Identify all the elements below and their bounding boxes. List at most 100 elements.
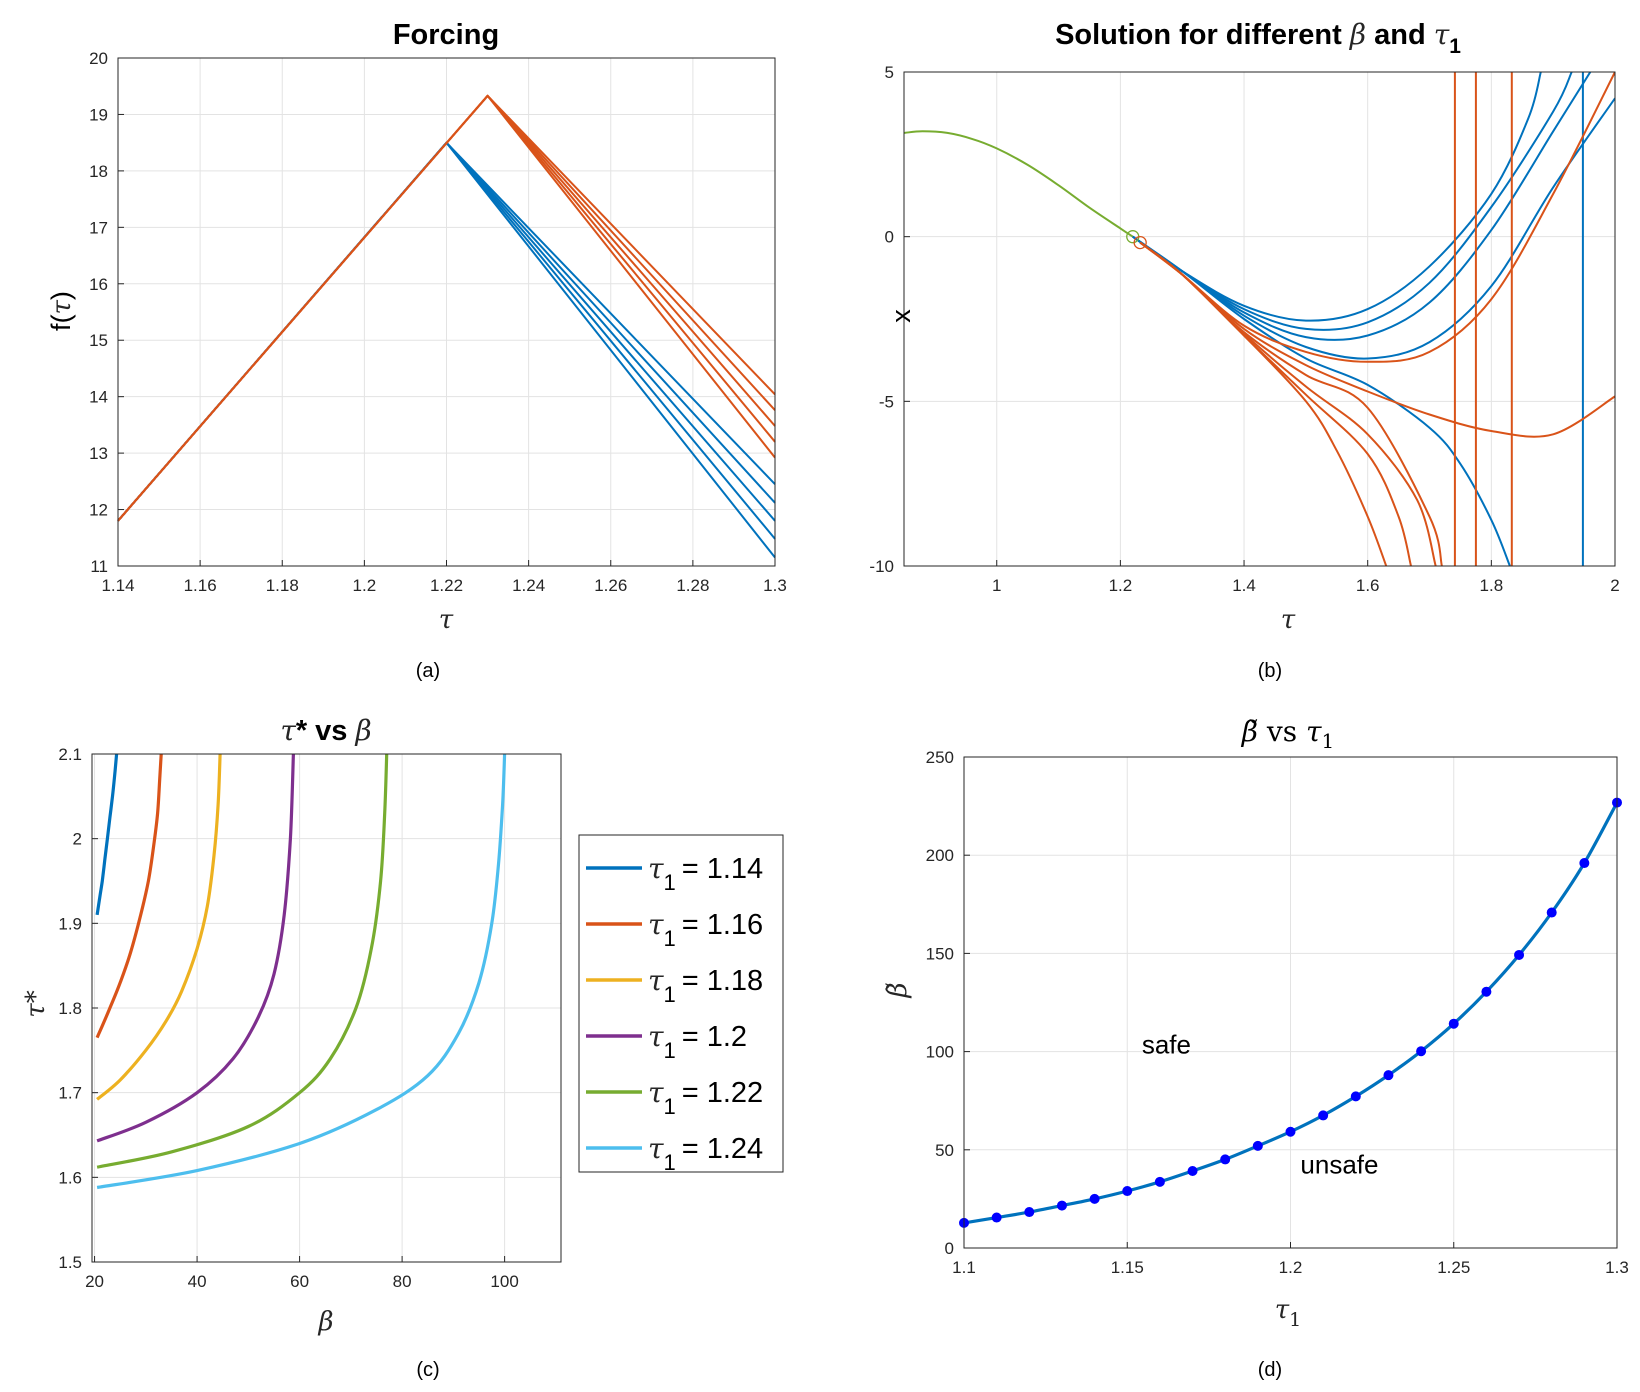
c-series-line — [96, 754, 295, 1143]
c-legend-sub: 1 — [664, 982, 676, 1007]
a-ylabel-tau: τ — [47, 299, 77, 314]
d-data-point — [1579, 858, 1590, 869]
d-data-point — [1481, 986, 1492, 997]
c-legend-tau: τ — [648, 1132, 664, 1165]
b-title-beta: β — [1349, 18, 1366, 51]
c-series-line — [96, 754, 507, 1190]
c-ytick-label: 1.8 — [58, 999, 82, 1018]
d-ytick-label: 150 — [926, 944, 954, 963]
b-ylabel: x — [886, 309, 916, 323]
b-series-line — [1139, 72, 1615, 363]
b-series-line — [1139, 241, 1615, 438]
c-series-line — [96, 754, 222, 1101]
a-ytick-label: 18 — [89, 162, 108, 181]
d-data-point — [1056, 1200, 1067, 1211]
a-series-line — [117, 94, 776, 522]
a-xlabel: τ — [439, 605, 454, 635]
b-xtick-label: 1.6 — [1356, 576, 1380, 595]
c-ytick-label: 1.6 — [58, 1168, 82, 1187]
c-legend-sub: 1 — [664, 1038, 676, 1063]
c-legend-label: τ1 = 1.2 — [648, 1020, 747, 1063]
c-ytick-label: 1.9 — [58, 914, 82, 933]
c-series-line — [96, 754, 389, 1169]
d-xlabel: τ1 — [1275, 1295, 1301, 1331]
d-ytick-label: 100 — [926, 1043, 954, 1062]
c-legend-sub: 1 — [664, 926, 676, 951]
c-series-line — [95, 754, 163, 1039]
b-series-line — [904, 130, 1134, 238]
a-xticks: 1.14 1.16 1.18 1.2 1.22 1.24 1.26 1.28 1.3 — [101, 560, 787, 595]
d-data-point — [1024, 1207, 1035, 1218]
d-data-point — [1416, 1046, 1427, 1057]
d-data-point — [1154, 1176, 1165, 1187]
c-legend-label: τ1 = 1.24 — [648, 1132, 763, 1175]
b-xlabel: τ — [1281, 605, 1296, 635]
b-title-part1: Solution for different — [1055, 19, 1350, 51]
d-data-point — [1350, 1091, 1361, 1102]
d-title: β̃ vs τ1 — [1241, 715, 1334, 753]
b-title-sub: 1 — [1449, 35, 1461, 58]
b-caption: (b) — [1258, 660, 1282, 682]
c-legend-tau: τ — [648, 908, 664, 941]
c-ytick-label: 2 — [73, 830, 82, 849]
d-caption: (d) — [1258, 1359, 1282, 1381]
d-data-point — [1187, 1166, 1198, 1177]
d-xtick-label: 1.2 — [1279, 1258, 1303, 1277]
c-legend-sub: 1 — [664, 1094, 676, 1119]
b-xtick-label: 2 — [1610, 576, 1619, 595]
a-ytick-label: 12 — [89, 501, 108, 520]
d-title-tau: τ — [1306, 715, 1322, 748]
d-ytick-label: 50 — [935, 1141, 954, 1160]
d-ytick-label: 250 — [926, 748, 954, 767]
b-title-part3: and — [1366, 19, 1434, 51]
d-data-point — [1285, 1126, 1296, 1137]
b-series-line — [1132, 235, 1511, 566]
d-yticks: 0 50 100 150 200 250 — [926, 748, 970, 1258]
d-xtick-label: 1.25 — [1437, 1258, 1470, 1277]
a-xtick-label: 1.24 — [512, 576, 545, 595]
c-title-star: * — [296, 715, 308, 747]
c-legend-sub: 1 — [664, 870, 676, 895]
d-title-beta: β̃ — [1241, 715, 1258, 748]
b-ytick-label: -5 — [879, 392, 894, 411]
b-series-line — [1132, 72, 1592, 341]
a-title: Forcing — [393, 19, 499, 51]
c-legend-value: = 1.24 — [682, 1133, 763, 1165]
a-ytick-label: 11 — [90, 557, 108, 576]
b-ytick-label: 0 — [885, 228, 894, 247]
d-data-point — [1089, 1193, 1100, 1204]
b-ytick-label: -10 — [869, 557, 894, 576]
b-series-line — [1139, 241, 1443, 566]
d-title-vs: vs — [1258, 715, 1306, 748]
c-title-tau: τ — [280, 714, 296, 747]
b-xtick-label: 1 — [992, 576, 1001, 595]
d-data-point — [1318, 1110, 1329, 1121]
a-caption: (a) — [416, 660, 440, 682]
c-legend-label: τ1 = 1.16 — [648, 908, 763, 951]
c-yticks: 1.5 1.6 1.7 1.8 1.9 2 2.1 — [58, 745, 98, 1272]
c-legend-sub: 1 — [664, 1150, 676, 1175]
b-title-tau: τ — [1434, 18, 1450, 51]
c-title-vs: vs — [307, 715, 355, 747]
b-yticks: -10 -5 0 5 — [869, 63, 910, 576]
c-legend-value: = 1.18 — [682, 965, 763, 997]
b-series-line — [1139, 241, 1437, 566]
a-xtick-label: 1.2 — [353, 576, 377, 595]
b-marker-circle — [1133, 235, 1147, 250]
d-ylabel: β̃ — [883, 982, 913, 998]
a-xtick-label: 1.26 — [594, 576, 627, 595]
a-ylabel: f(τ) — [46, 291, 77, 331]
a-ytick-label: 15 — [89, 331, 108, 350]
d-grid — [963, 756, 1618, 1249]
c-legend-label: τ1 = 1.14 — [648, 852, 763, 895]
b-axes-frame — [903, 71, 1616, 567]
a-ytick-label: 20 — [89, 49, 108, 68]
c-xtick-label: 100 — [490, 1272, 518, 1291]
d-ytick-label: 0 — [945, 1239, 954, 1258]
panel-a: 1.14 1.16 1.18 1.2 1.22 1.24 1.26 1.28 1.3 11121… — [46, 19, 787, 682]
d-markers — [959, 797, 1622, 1228]
c-legend-tau: τ — [648, 852, 664, 885]
b-lines — [904, 72, 1615, 566]
panel-b: 1 1.2 1.4 1.6 1.8 2 -10 -5 0 5 Solution for diff… — [869, 18, 1619, 682]
